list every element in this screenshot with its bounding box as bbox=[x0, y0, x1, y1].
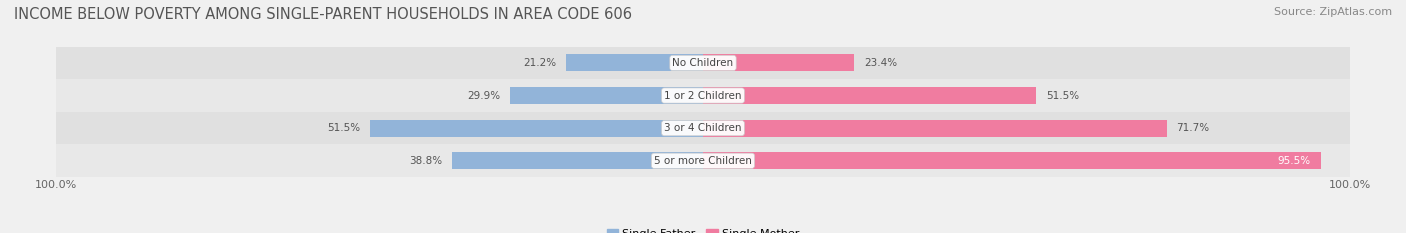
Bar bbox=[453, 152, 703, 169]
Text: 3 or 4 Children: 3 or 4 Children bbox=[664, 123, 742, 133]
Text: 51.5%: 51.5% bbox=[328, 123, 360, 133]
Text: 95.5%: 95.5% bbox=[1278, 156, 1310, 166]
Text: 21.2%: 21.2% bbox=[523, 58, 557, 68]
Text: 51.5%: 51.5% bbox=[1046, 91, 1078, 100]
Text: Source: ZipAtlas.com: Source: ZipAtlas.com bbox=[1274, 7, 1392, 17]
Bar bbox=[56, 112, 1350, 144]
Bar bbox=[56, 144, 1350, 177]
Text: 29.9%: 29.9% bbox=[467, 91, 501, 100]
Bar bbox=[703, 120, 1167, 137]
Bar bbox=[370, 120, 703, 137]
Text: 23.4%: 23.4% bbox=[865, 58, 897, 68]
Bar bbox=[703, 87, 1036, 104]
Bar bbox=[703, 152, 1320, 169]
Text: No Children: No Children bbox=[672, 58, 734, 68]
Text: 38.8%: 38.8% bbox=[409, 156, 443, 166]
Bar bbox=[703, 55, 855, 71]
Text: INCOME BELOW POVERTY AMONG SINGLE-PARENT HOUSEHOLDS IN AREA CODE 606: INCOME BELOW POVERTY AMONG SINGLE-PARENT… bbox=[14, 7, 633, 22]
Bar bbox=[565, 55, 703, 71]
Bar bbox=[509, 87, 703, 104]
Bar bbox=[56, 47, 1350, 79]
Text: 5 or more Children: 5 or more Children bbox=[654, 156, 752, 166]
Legend: Single Father, Single Mother: Single Father, Single Mother bbox=[602, 224, 804, 233]
Bar bbox=[56, 79, 1350, 112]
Text: 71.7%: 71.7% bbox=[1177, 123, 1209, 133]
Text: 1 or 2 Children: 1 or 2 Children bbox=[664, 91, 742, 100]
